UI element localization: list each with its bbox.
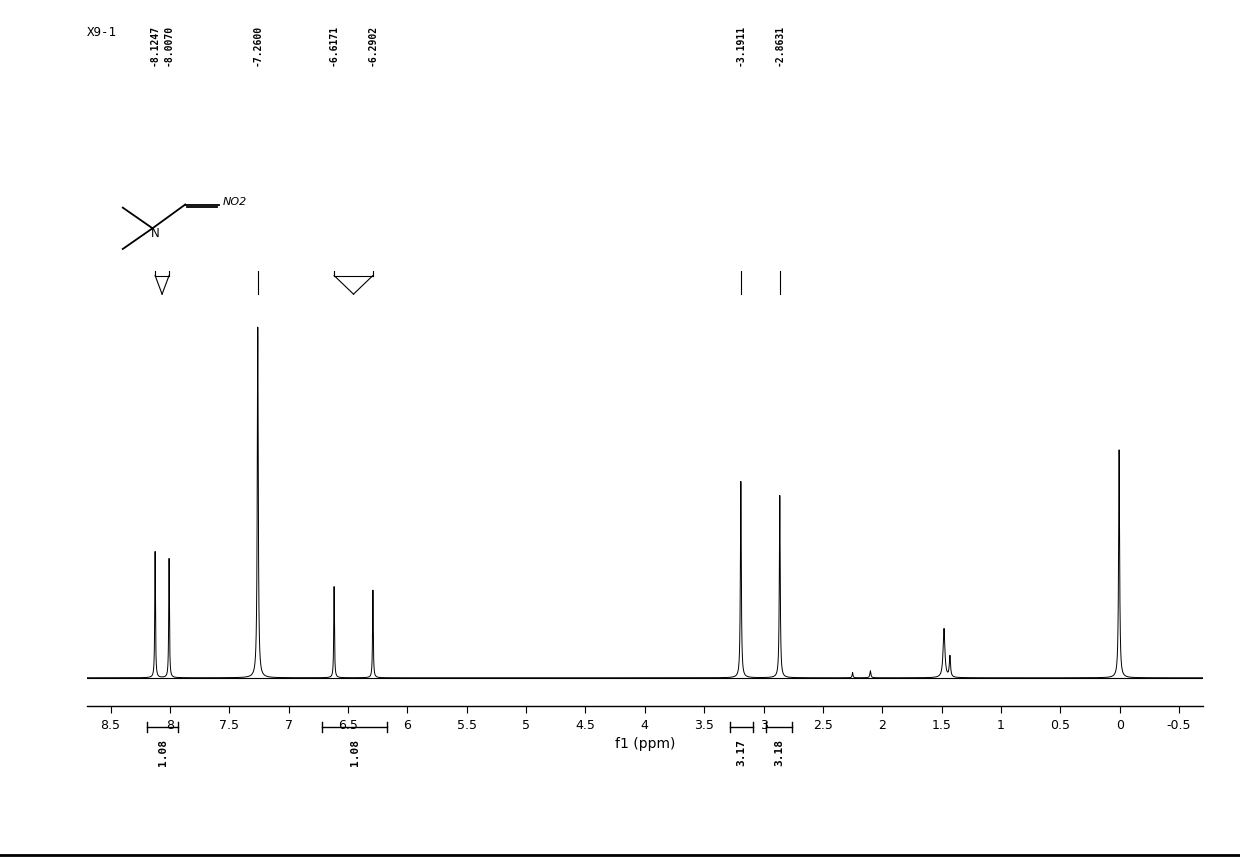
Text: -2.8631: -2.8631 <box>775 24 785 65</box>
Text: -8.0070: -8.0070 <box>164 24 174 65</box>
Text: 3.17: 3.17 <box>737 738 746 765</box>
Text: -8.1247: -8.1247 <box>150 24 160 65</box>
Text: -3.1911: -3.1911 <box>735 24 745 65</box>
Text: -6.2902: -6.2902 <box>368 24 378 65</box>
Text: -6.6171: -6.6171 <box>329 24 339 65</box>
Text: -7.2600: -7.2600 <box>253 24 263 65</box>
Text: 1.08: 1.08 <box>157 738 167 765</box>
Text: 3.18: 3.18 <box>774 738 784 765</box>
Text: X9-1: X9-1 <box>87 26 117 39</box>
Text: N: N <box>150 226 159 239</box>
Text: 1.08: 1.08 <box>350 738 360 765</box>
Text: NO2: NO2 <box>222 197 247 208</box>
X-axis label: f1 (ppm): f1 (ppm) <box>615 736 675 750</box>
